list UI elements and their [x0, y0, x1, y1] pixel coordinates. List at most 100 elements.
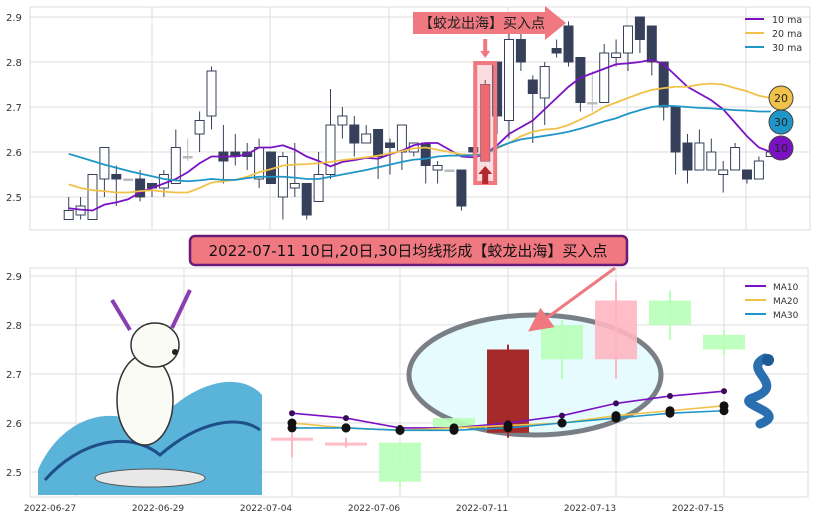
- candle: [753, 160, 764, 180]
- signal-description-banner: [188, 234, 629, 267]
- candle: [301, 183, 312, 216]
- y-tick-label: 2.9: [6, 13, 22, 24]
- candle: [541, 325, 583, 360]
- y-tick-label: 2.8: [6, 58, 22, 69]
- candle: [325, 442, 367, 446]
- dog-nose: [172, 349, 178, 355]
- ma-badge-label: 20: [774, 92, 788, 105]
- candle: [646, 25, 657, 63]
- ma-point: [719, 406, 729, 416]
- y-tick-label: 2.9: [6, 272, 22, 283]
- candle: [87, 174, 98, 220]
- candle: [730, 147, 741, 171]
- candle: [123, 178, 134, 181]
- candle: [289, 183, 300, 189]
- x-tick-label: 2022-07-04: [240, 504, 293, 514]
- ma-point: [395, 425, 405, 435]
- buy-point-banner: [413, 6, 566, 40]
- candle: [634, 16, 645, 40]
- ma-point: [665, 408, 675, 418]
- dog-horns: [110, 289, 192, 332]
- ma-point: [721, 388, 727, 395]
- candle: [420, 142, 431, 166]
- ma-point: [667, 393, 673, 400]
- candle: [111, 174, 122, 180]
- ma-point: [611, 413, 621, 423]
- up-arrow-icon: [478, 166, 493, 184]
- ma-badge-label: 10: [774, 142, 788, 155]
- y-tick-label: 2.7: [6, 370, 22, 381]
- candle: [361, 133, 372, 144]
- candle: [575, 57, 586, 103]
- candle: [325, 124, 336, 175]
- x-tick-label: 2022-06-29: [132, 504, 185, 514]
- candle: [551, 48, 562, 54]
- candle: [206, 70, 217, 117]
- x-tick-label: 2022-07-06: [348, 504, 401, 514]
- ma-badge-label: 30: [774, 116, 788, 129]
- candle: [527, 79, 538, 94]
- y-tick-label: 2.7: [6, 103, 22, 114]
- x-tick-label: 2022-07-13: [564, 504, 616, 514]
- candle: [623, 25, 633, 54]
- y-tick-label: 2.6: [6, 419, 22, 430]
- candle: [456, 169, 467, 207]
- candle: [63, 210, 74, 220]
- x-tick-label: 2022-07-11: [456, 504, 508, 514]
- candle: [742, 169, 752, 180]
- ma-point: [557, 418, 567, 428]
- blue-dragon-image: [744, 353, 774, 429]
- legend-label: 10 ma: [772, 15, 802, 26]
- ma-line-10-ma: [68, 58, 772, 212]
- candle: [682, 142, 693, 171]
- ma-point: [289, 410, 295, 417]
- candle: [385, 142, 395, 148]
- candle: [433, 418, 475, 428]
- legend-label: 20 ma: [772, 29, 802, 40]
- candle: [135, 178, 146, 198]
- y-tick-label: 2.8: [6, 321, 22, 332]
- dragon-head: [762, 354, 774, 366]
- candle: [396, 124, 407, 153]
- candle: [670, 106, 681, 153]
- surfboard: [94, 468, 206, 488]
- y-tick-label: 2.5: [6, 193, 22, 204]
- candle: [313, 174, 324, 202]
- signal-description-text: 2022-07-11 10日,20日,30日均线形成【蛟龙出海】买入点: [209, 242, 608, 260]
- candle: [373, 129, 384, 157]
- signal-candle-fill: [480, 84, 490, 161]
- candle: [595, 300, 637, 360]
- dog-head: [130, 322, 180, 368]
- dragon-body: [744, 353, 774, 429]
- x-tick-label: 2022-06-27: [24, 504, 76, 514]
- candle: [349, 124, 360, 144]
- ma-point: [341, 423, 351, 433]
- ma-badge-10: [768, 135, 794, 161]
- candle: [599, 52, 610, 103]
- candle: [649, 300, 691, 325]
- candle: [337, 115, 348, 126]
- y-tick-label: 2.6: [6, 148, 22, 159]
- candle: [515, 39, 526, 63]
- pointer-arrow-icon: [528, 266, 616, 332]
- wave-curl: [43, 420, 261, 481]
- ma-point: [559, 412, 565, 419]
- ma-badge-30: [768, 109, 794, 135]
- candle: [271, 437, 313, 441]
- candle: [694, 142, 705, 171]
- candle: [379, 442, 421, 482]
- signal-candle: [487, 349, 529, 433]
- legend-label: MA10: [773, 283, 799, 293]
- ma-point: [343, 415, 349, 422]
- x-tick-label: 2022-07-15: [672, 504, 724, 514]
- ma-point: [449, 425, 459, 435]
- candle: [194, 120, 205, 135]
- candle: [170, 147, 181, 184]
- down-arrow-icon: [480, 39, 491, 58]
- candle: [611, 52, 622, 58]
- candle: [444, 169, 455, 172]
- candle: [587, 102, 598, 105]
- cartoon-dog-surfing-wave-image: [38, 289, 262, 495]
- candle: [718, 169, 729, 175]
